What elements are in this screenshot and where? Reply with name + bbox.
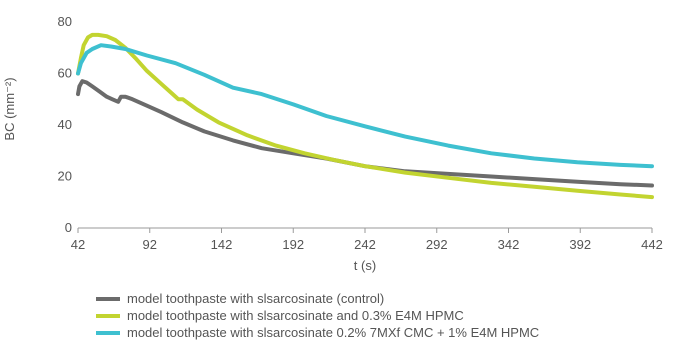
y-tick-label: 20 [58, 169, 72, 184]
y-axis-title: BC (mm⁻²) [2, 77, 17, 140]
series-line-1 [76, 32, 654, 200]
x-axis-title: t (s) [354, 258, 376, 273]
legend-item-cmc-hpmc: model toothpaste with slsarcosinate 0.2%… [96, 324, 539, 341]
y-tick-label: 0 [65, 220, 72, 235]
x-tick-label: 192 [282, 237, 304, 252]
plot-area: 0 20 40 60 80 42 92 142 192 242 292 342 392 442 [58, 14, 663, 252]
legend-swatch-cmc-hpmc [96, 330, 120, 335]
y-tick-label: 80 [58, 14, 72, 29]
y-tick-label: 40 [58, 117, 72, 132]
legend-item-hpmc: model toothpaste with slsarcosinate and … [96, 307, 539, 324]
series-line-0 [76, 79, 654, 188]
x-tick-label: 242 [354, 237, 376, 252]
x-tick-label: 142 [211, 237, 233, 252]
legend: model toothpaste with slsarcosinate (con… [96, 290, 539, 341]
x-tick-label: 342 [498, 237, 520, 252]
series-line-2 [76, 43, 654, 169]
x-tick-label: 42 [71, 237, 85, 252]
legend-label-cmc-hpmc: model toothpaste with slsarcosinate 0.2%… [127, 325, 540, 340]
x-tick-label: 92 [143, 237, 157, 252]
x-tick-label: 442 [641, 237, 663, 252]
legend-swatch-control [96, 296, 120, 301]
legend-item-control: model toothpaste with slsarcosinate (con… [96, 290, 539, 307]
y-tick-label: 60 [58, 66, 72, 81]
x-tick-label: 392 [569, 237, 591, 252]
legend-label-control: model toothpaste with slsarcosinate (con… [127, 291, 385, 306]
x-tick-label: 292 [426, 237, 448, 252]
legend-label-hpmc: model toothpaste with slsarcosinate and … [127, 308, 464, 323]
line-chart: 0 20 40 60 80 42 92 142 192 242 292 342 392 442 BC (m… [2, 14, 663, 273]
legend-swatch-hpmc [96, 313, 120, 318]
